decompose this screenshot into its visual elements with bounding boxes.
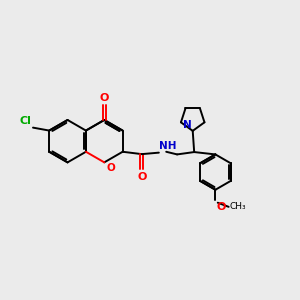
Text: N: N (183, 120, 192, 130)
Text: O: O (216, 202, 226, 212)
Text: CH₃: CH₃ (230, 202, 246, 211)
Text: O: O (137, 172, 146, 182)
Text: O: O (106, 163, 115, 173)
Text: Cl: Cl (20, 116, 32, 126)
Text: O: O (100, 93, 109, 103)
Text: NH: NH (159, 141, 177, 151)
